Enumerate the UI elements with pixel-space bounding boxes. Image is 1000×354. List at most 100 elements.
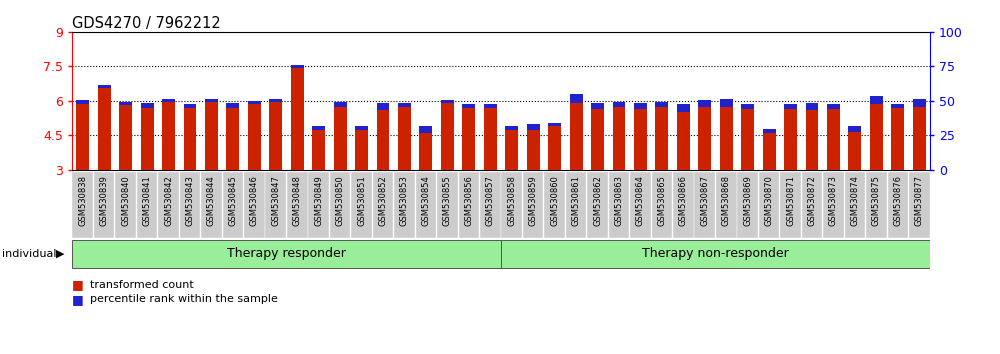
Text: GDS4270 / 7962212: GDS4270 / 7962212 <box>72 16 221 31</box>
Text: GSM530855: GSM530855 <box>443 176 452 226</box>
Text: GSM530843: GSM530843 <box>185 176 194 226</box>
FancyBboxPatch shape <box>823 172 844 238</box>
FancyBboxPatch shape <box>459 172 479 238</box>
FancyBboxPatch shape <box>373 172 393 238</box>
Bar <box>613 102 625 107</box>
Text: GSM530873: GSM530873 <box>829 176 838 227</box>
Bar <box>634 103 647 109</box>
FancyBboxPatch shape <box>115 172 136 238</box>
FancyBboxPatch shape <box>244 172 265 238</box>
Bar <box>741 104 754 109</box>
FancyBboxPatch shape <box>287 172 308 238</box>
Bar <box>548 126 561 170</box>
Bar <box>462 108 475 170</box>
Text: GSM530849: GSM530849 <box>314 176 323 226</box>
Bar <box>248 101 261 104</box>
FancyBboxPatch shape <box>759 172 779 238</box>
Text: GSM530865: GSM530865 <box>657 176 666 226</box>
FancyBboxPatch shape <box>544 172 565 238</box>
Text: GSM530868: GSM530868 <box>722 176 731 227</box>
Bar <box>205 98 218 102</box>
FancyBboxPatch shape <box>330 172 350 238</box>
Bar <box>441 100 454 103</box>
Bar <box>441 103 454 170</box>
Bar <box>505 130 518 170</box>
Text: GSM530866: GSM530866 <box>679 176 688 227</box>
Bar <box>141 103 154 108</box>
Text: ▶: ▶ <box>56 249 64 259</box>
FancyBboxPatch shape <box>737 172 758 238</box>
Text: GSM530854: GSM530854 <box>421 176 430 226</box>
Text: GSM530864: GSM530864 <box>636 176 645 226</box>
Text: percentile rank within the sample: percentile rank within the sample <box>90 294 278 304</box>
Text: GSM530853: GSM530853 <box>400 176 409 226</box>
Bar <box>355 126 368 130</box>
FancyBboxPatch shape <box>72 172 93 238</box>
Bar <box>634 109 647 170</box>
Bar <box>527 124 540 130</box>
FancyBboxPatch shape <box>652 172 672 238</box>
Text: GSM530861: GSM530861 <box>572 176 581 226</box>
FancyBboxPatch shape <box>158 172 179 238</box>
Bar <box>141 108 154 170</box>
FancyBboxPatch shape <box>416 172 436 238</box>
Text: GSM530856: GSM530856 <box>464 176 473 226</box>
Bar <box>591 109 604 170</box>
Bar <box>570 94 583 103</box>
Bar <box>720 107 733 170</box>
FancyBboxPatch shape <box>673 172 694 238</box>
Text: GSM530871: GSM530871 <box>786 176 795 226</box>
FancyBboxPatch shape <box>694 172 715 238</box>
Text: GSM530860: GSM530860 <box>550 176 559 226</box>
FancyBboxPatch shape <box>72 240 501 268</box>
Text: individual: individual <box>2 249 56 259</box>
Bar <box>312 130 325 170</box>
Bar <box>291 65 304 68</box>
Text: GSM530845: GSM530845 <box>228 176 237 226</box>
Bar <box>827 104 840 109</box>
FancyBboxPatch shape <box>780 172 801 238</box>
Text: GSM530858: GSM530858 <box>507 176 516 226</box>
Bar <box>763 133 776 170</box>
Bar <box>806 110 818 170</box>
FancyBboxPatch shape <box>437 172 458 238</box>
Text: GSM530875: GSM530875 <box>872 176 881 226</box>
FancyBboxPatch shape <box>587 172 608 238</box>
Bar <box>677 104 690 113</box>
Bar <box>891 108 904 170</box>
Text: GSM530840: GSM530840 <box>121 176 130 226</box>
Bar <box>162 98 175 102</box>
Text: GSM530863: GSM530863 <box>614 176 623 227</box>
Bar <box>119 102 132 105</box>
Bar <box>291 68 304 170</box>
Bar <box>848 132 861 170</box>
FancyBboxPatch shape <box>94 172 114 238</box>
FancyBboxPatch shape <box>223 172 243 238</box>
Bar <box>226 108 239 170</box>
Bar <box>677 113 690 170</box>
Bar <box>827 109 840 170</box>
Bar <box>848 126 861 132</box>
Text: Therapy non-responder: Therapy non-responder <box>642 247 789 261</box>
FancyBboxPatch shape <box>888 172 908 238</box>
Text: GSM530874: GSM530874 <box>850 176 859 226</box>
FancyBboxPatch shape <box>480 172 501 238</box>
Bar <box>613 107 625 170</box>
Bar <box>698 107 711 170</box>
Bar <box>655 102 668 107</box>
Text: GSM530848: GSM530848 <box>293 176 302 226</box>
Text: GSM530839: GSM530839 <box>100 176 109 226</box>
Bar <box>398 107 411 170</box>
Bar <box>355 130 368 170</box>
Bar <box>784 104 797 109</box>
Bar <box>484 108 497 170</box>
Text: GSM530844: GSM530844 <box>207 176 216 226</box>
FancyBboxPatch shape <box>566 172 586 238</box>
Bar <box>184 108 196 170</box>
Bar <box>419 126 432 133</box>
Bar <box>870 104 883 170</box>
Text: GSM530842: GSM530842 <box>164 176 173 226</box>
Bar <box>741 109 754 170</box>
Bar <box>377 103 389 110</box>
Bar <box>334 102 347 107</box>
